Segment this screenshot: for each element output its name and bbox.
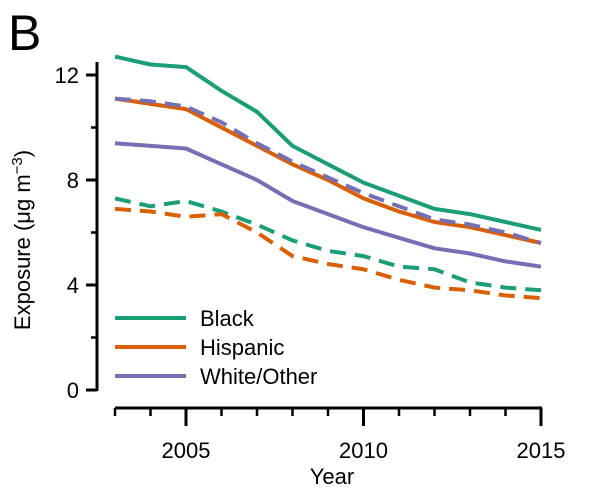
x-axis-title: Year [310,464,354,489]
series-lines-group [114,54,542,301]
legend: Black Hispanic White/Other [115,306,317,389]
legend-label-hispanic: Hispanic [200,335,284,360]
series-line-hispanic-solid [114,96,542,245]
panel-label: B [8,5,41,61]
y-tick-label: 8 [67,168,79,193]
y-tick-label: 0 [67,378,79,403]
x-tick-label: 2010 [339,438,388,463]
series-line-white_other-dashed [114,96,542,245]
y-tick-label: 12 [55,63,79,88]
y-tick-label: 4 [67,273,79,298]
series-line-hispanic-dashed [114,206,542,301]
y-axis-title: Exposure (μg m−3) [9,150,35,330]
x-tick-label: 2015 [517,438,566,463]
series-line-white_other-solid [114,141,542,269]
x-tick-label: 2005 [162,438,211,463]
axes-group: 0 4 8 12 2005 2010 2015 [55,62,566,463]
legend-label-black: Black [200,306,255,331]
series-line-black-solid [114,54,542,232]
legend-label-white_other: White/Other [200,364,317,389]
